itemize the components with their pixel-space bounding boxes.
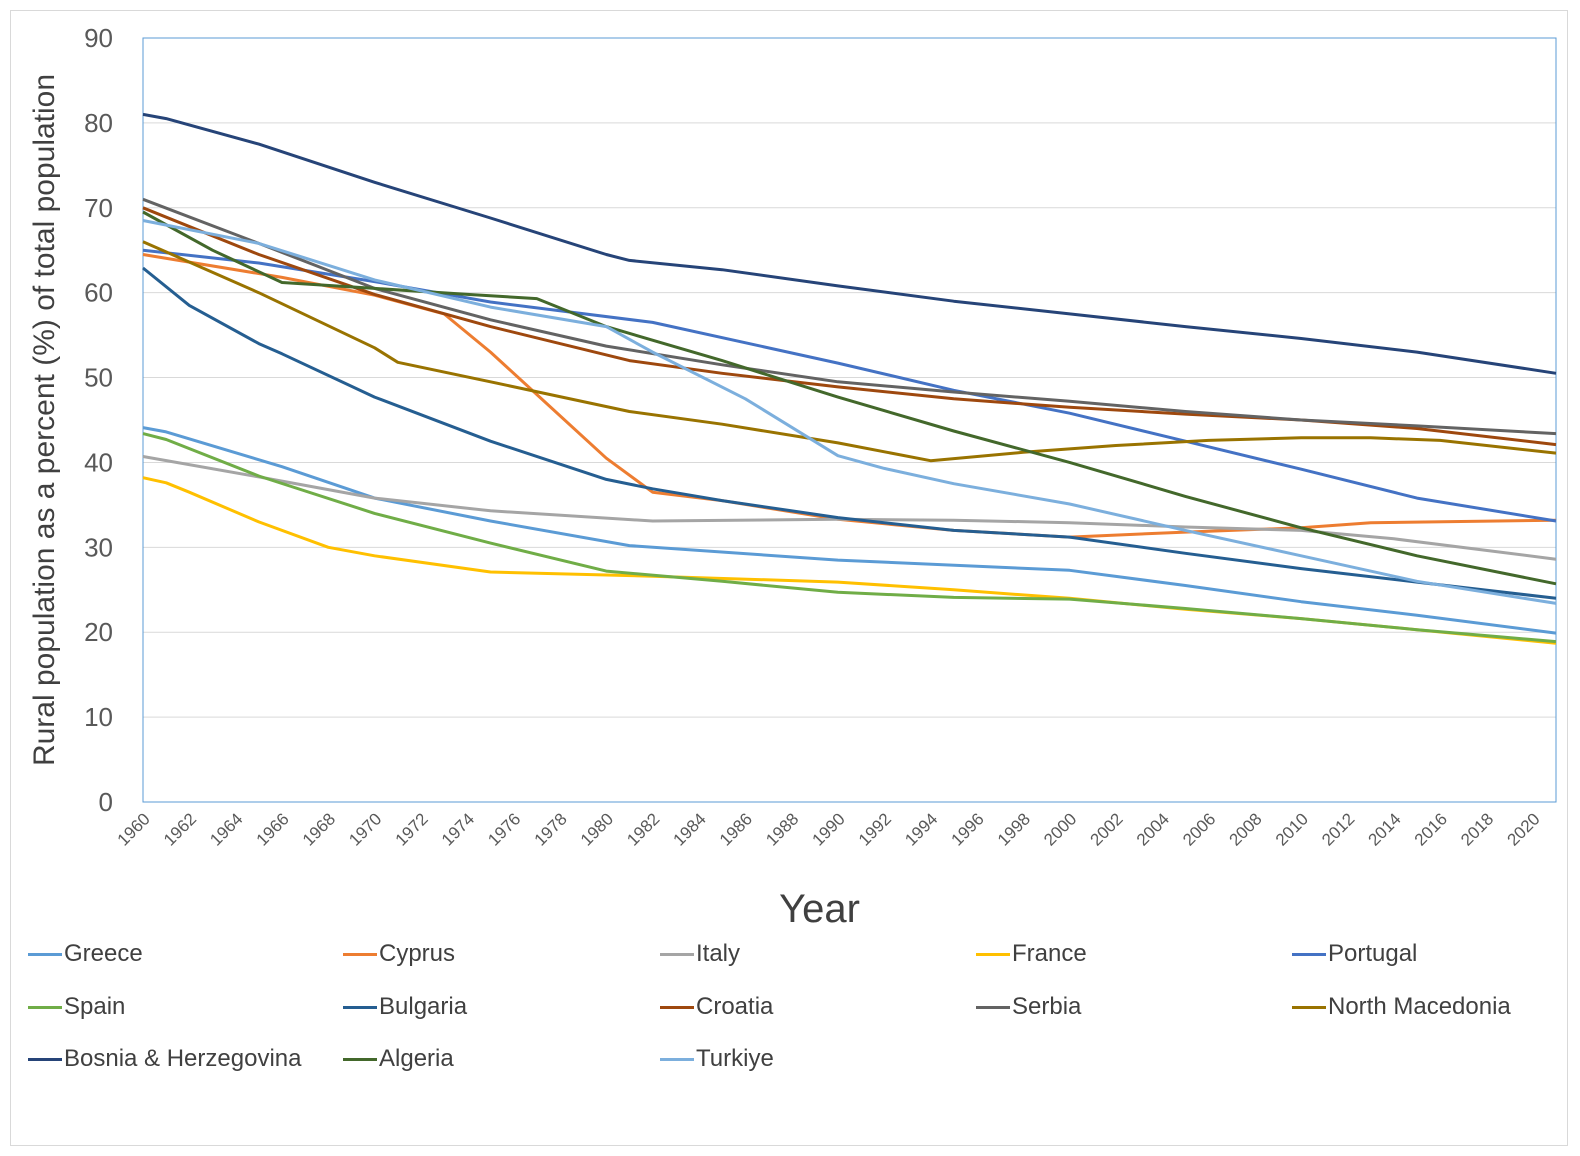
series-line-croatia [142,206,1557,447]
x-tick-label: 1966 [253,809,293,849]
legend-item-serbia: Serbia [976,993,1081,1021]
legend-swatch [660,1057,694,1061]
legend-item-portugal: Portugal [1292,940,1417,968]
legend-item-spain: Spain [28,993,125,1021]
x-tick-label: 1988 [762,809,802,849]
legend-item-turkiye: Turkiye [660,1045,774,1073]
series-line-algeria [142,210,1557,586]
legend-swatch [1292,1005,1326,1009]
series-line-spain [142,432,1557,644]
legend-label: North Macedonia [1328,993,1511,1020]
legend-swatch [976,1005,1010,1009]
legend-swatch [660,1005,694,1009]
x-tick-label: 2018 [1457,809,1497,849]
y-tick-label: 40 [84,447,113,477]
series-line-portugal [142,248,1557,523]
legend-item-algeria: Algeria [343,1045,454,1073]
legend-item-croatia: Croatia [660,993,773,1021]
legend-item-greece: Greece [28,940,143,968]
legend-label: Greece [64,940,143,967]
series-line-bosnia-herzegovina [142,112,1557,375]
x-tick-label: 1978 [531,809,571,849]
y-axis-title: Rural population as a percent (%) of tot… [28,74,61,766]
x-tick-label: 1986 [716,809,756,849]
x-tick-label: 1998 [994,809,1034,849]
x-tick-label: 1996 [948,809,988,849]
legend-label: Turkiye [696,1045,774,1072]
legend-item-cyprus: Cyprus [343,940,455,968]
legend-swatch [343,952,377,956]
legend-label: Serbia [1012,993,1082,1020]
series-line-bulgaria [142,266,1557,600]
x-tick-label: 2014 [1364,809,1404,849]
legend-label: Spain [64,993,126,1020]
x-tick-label: 1964 [206,809,246,849]
x-tick-label: 1984 [670,809,710,849]
y-tick-label: 50 [84,363,113,393]
y-tick-label: 30 [84,532,113,562]
legend-swatch [976,952,1010,956]
x-tick-label: 2004 [1133,809,1173,849]
x-tick-label: 1960 [114,809,154,849]
x-tick-label: 1968 [299,809,339,849]
x-tick-label: 2002 [1087,809,1127,849]
series-line-greece [142,426,1557,635]
x-axis-title: Year [779,887,860,931]
y-tick-label: 80 [84,108,113,138]
y-tick-label: 60 [84,278,113,308]
legend-swatch [343,1005,377,1009]
legend-label: France [1012,940,1087,967]
legend-label: Algeria [379,1045,454,1072]
legend-label: Bosnia & Herzegovina [64,1045,302,1072]
y-tick-label: 70 [84,193,113,223]
legend-label: Bulgaria [379,993,468,1020]
series-line-north-macedonia [142,240,1557,463]
x-tick-label: 1970 [345,809,385,849]
x-tick-label: 1980 [577,809,617,849]
series-line-serbia [142,197,1557,436]
x-tick-label: 1974 [438,809,478,849]
legend-item-north-macedonia: North Macedonia [1292,993,1511,1021]
legend-label: Italy [696,940,741,967]
x-tick-label: 2006 [1179,809,1219,849]
legend-swatch [1292,952,1326,956]
legend-swatch [28,1005,62,1009]
x-tick-label: 2010 [1272,809,1312,849]
legend-item-italy: Italy [660,940,740,968]
x-tick-label: 2016 [1411,809,1451,849]
x-tick-label: 1976 [484,809,524,849]
chart-frame [10,10,1568,1146]
y-tick-label: 10 [84,702,113,732]
y-tick-label: 0 [99,787,113,817]
x-tick-label: 1994 [901,809,941,849]
plot-area-border [142,37,1557,803]
series-line-turkiye [142,219,1557,605]
x-tick-label: 1972 [392,809,432,849]
y-tick-label: 20 [84,617,113,647]
legend-label: Cyprus [379,940,456,967]
legend-swatch [660,952,694,956]
legend-item-france: France [976,940,1087,968]
x-tick-label: 1982 [623,809,663,849]
x-tick-label: 1962 [160,809,200,849]
legend-item-bulgaria: Bulgaria [343,993,467,1021]
x-tick-label: 2012 [1318,809,1358,849]
legend-label: Portugal [1328,940,1418,967]
x-tick-label: 2020 [1503,809,1543,849]
legend-item-bosnia-herzegovina: Bosnia & Herzegovina [28,1045,301,1073]
legend-label: Croatia [696,993,774,1020]
x-tick-label: 1990 [809,809,849,849]
legend-swatch [28,1057,62,1061]
legend-swatch [28,952,62,956]
x-tick-label: 2008 [1226,809,1266,849]
legend-swatch [343,1057,377,1061]
y-tick-label: 90 [84,23,113,53]
x-tick-label: 1992 [855,809,895,849]
x-tick-label: 2000 [1040,809,1080,849]
